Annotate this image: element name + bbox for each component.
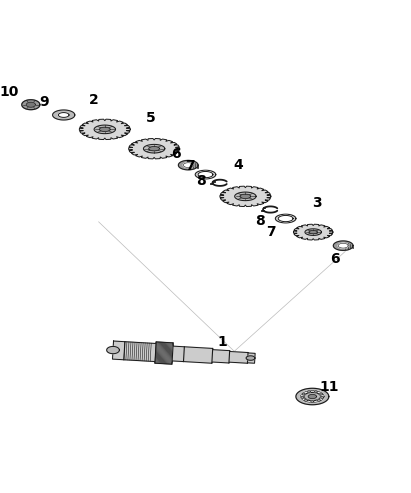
Text: 11: 11 (319, 380, 339, 394)
Text: 7: 7 (185, 159, 195, 174)
Polygon shape (305, 399, 307, 401)
Polygon shape (317, 399, 320, 401)
Text: 3: 3 (312, 196, 322, 210)
Polygon shape (149, 146, 159, 151)
Polygon shape (301, 396, 304, 398)
Text: 5: 5 (146, 111, 156, 125)
Polygon shape (26, 102, 35, 107)
Text: 8: 8 (196, 174, 206, 188)
Polygon shape (314, 391, 317, 393)
Polygon shape (293, 224, 333, 240)
Polygon shape (296, 388, 329, 405)
Polygon shape (220, 186, 271, 207)
Polygon shape (304, 392, 321, 401)
Polygon shape (246, 356, 255, 360)
Polygon shape (94, 125, 115, 134)
Polygon shape (240, 194, 251, 199)
Text: 6: 6 (171, 147, 180, 161)
Polygon shape (107, 347, 119, 353)
Polygon shape (338, 244, 348, 248)
Polygon shape (305, 229, 321, 235)
Polygon shape (99, 127, 110, 132)
Polygon shape (300, 390, 324, 402)
Polygon shape (321, 396, 324, 398)
Polygon shape (143, 144, 165, 153)
Polygon shape (308, 394, 316, 398)
Polygon shape (302, 393, 305, 395)
Polygon shape (278, 215, 293, 222)
Text: 7: 7 (266, 225, 276, 239)
Polygon shape (79, 119, 130, 140)
Text: 8: 8 (255, 213, 265, 228)
Polygon shape (183, 163, 193, 168)
Polygon shape (129, 139, 180, 159)
Polygon shape (53, 110, 75, 120)
Polygon shape (307, 391, 310, 393)
Text: 4: 4 (233, 158, 243, 172)
Polygon shape (22, 100, 40, 109)
Polygon shape (235, 192, 256, 201)
Text: 2: 2 (89, 93, 99, 107)
Text: 10: 10 (0, 85, 19, 100)
Polygon shape (275, 214, 296, 223)
Polygon shape (113, 341, 255, 364)
Polygon shape (333, 241, 353, 250)
Text: 1: 1 (217, 335, 227, 349)
Text: 9: 9 (39, 95, 48, 109)
Polygon shape (58, 112, 69, 117)
Polygon shape (195, 170, 216, 179)
Polygon shape (320, 393, 323, 395)
Polygon shape (309, 230, 317, 234)
Text: 6: 6 (330, 252, 340, 266)
Polygon shape (311, 400, 314, 403)
Polygon shape (198, 172, 213, 177)
Polygon shape (178, 160, 198, 170)
